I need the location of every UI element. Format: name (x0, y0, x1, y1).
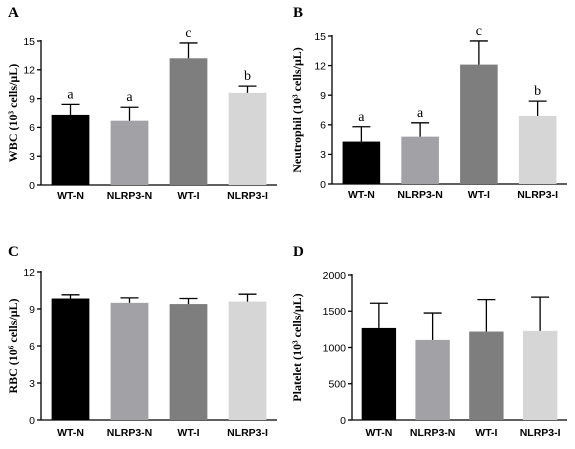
category-label-d-4: NLRP3-I (520, 427, 561, 439)
bar-c-1 (51, 298, 90, 420)
significance-letter-b-2: a (417, 106, 424, 121)
category-label-c-3: WT-I (177, 427, 199, 439)
bar-d-3 (469, 331, 504, 420)
panel-letter-b: B (293, 5, 303, 21)
significance-letter-b-1: a (358, 110, 365, 125)
panel-c: C RBC (10⁶ cells/μL) 0 3 6 9 12 WT-N NLRP3-N WT-I… (6, 244, 277, 439)
panel-d: D Platelet (10³ cells/μL) 0 500 1000 1500 2000… (290, 244, 567, 439)
panel-letter-d: D (293, 244, 304, 260)
y-tick-label-d: 1500 (323, 306, 347, 318)
y-axis-label-c: RBC (10⁶ cells/μL) (6, 298, 20, 393)
category-label-d-1: WT-N (365, 427, 392, 439)
y-tick-label-a: 6 (29, 122, 35, 134)
category-label-a-3: WT-I (177, 190, 199, 202)
panel-letter-c: C (8, 244, 19, 260)
y-tick-label-a: 9 (29, 93, 35, 105)
bar-d-2 (415, 339, 450, 420)
y-tick-label-c: 6 (29, 341, 35, 353)
y-tick-label-d: 0 (340, 415, 346, 427)
category-label-c-1: WT-N (57, 427, 84, 439)
category-label-d-2: NLRP3-N (410, 427, 456, 439)
category-label-b-2: NLRP3-N (397, 189, 443, 201)
bar-b-3 (460, 64, 498, 184)
category-label-c-2: NLRP3-N (107, 427, 153, 439)
y-tick-label-b: 6 (320, 120, 326, 132)
category-label-c-4: NLRP3-I (227, 427, 268, 439)
y-tick-label-b: 12 (314, 60, 326, 72)
bar-c-3 (169, 304, 208, 420)
bar-a-2 (110, 120, 149, 185)
bar-b-4 (518, 115, 557, 184)
y-tick-label-a: 15 (23, 36, 35, 48)
y-tick-label-d: 1000 (323, 342, 347, 354)
category-label-a-4: NLRP3-I (227, 190, 268, 202)
bar-b-1 (342, 141, 381, 184)
y-axis-label-d: Platelet (10³ cells/μL) (290, 293, 304, 401)
bar-c-2 (110, 302, 149, 420)
category-label-a-2: NLRP3-N (107, 190, 153, 202)
y-axis-label-a: WBC (10³ cells/μL) (6, 64, 20, 162)
y-tick-label-a: 0 (29, 180, 35, 192)
category-label-a-1: WT-N (57, 190, 84, 202)
y-tick-label-c: 12 (23, 267, 35, 279)
significance-letter-b-4: b (534, 84, 541, 99)
y-tick-label-c: 0 (29, 415, 35, 427)
y-tick-label-b: 3 (320, 149, 326, 161)
y-tick-label-c: 9 (29, 304, 35, 316)
y-tick-label-d: 500 (328, 379, 346, 391)
bar-a-3 (169, 58, 208, 185)
bar-a-4 (228, 92, 267, 185)
significance-letter-a-1: a (67, 87, 74, 102)
category-label-b-1: WT-N (348, 189, 375, 201)
y-axis-label-b: Neutrophil (10³ cells/μL) (290, 47, 304, 173)
bar-a-1 (51, 114, 90, 185)
category-label-b-3: WT-I (468, 189, 490, 201)
y-tick-label-c: 3 (29, 378, 35, 390)
y-tick-label-b: 15 (314, 31, 326, 43)
bar-b-2 (401, 136, 439, 184)
bar-c-4 (228, 301, 267, 420)
panel-a: A WBC (10³ cells/μL) 0 3 6 9 12 15 a WT-N a NLRP3-N… (6, 5, 277, 202)
significance-letter-a-2: a (126, 90, 133, 105)
y-tick-label-d: 2000 (323, 270, 347, 282)
y-tick-label-a: 3 (29, 151, 35, 163)
y-tick-label-b: 0 (320, 179, 326, 191)
category-label-d-3: WT-I (475, 427, 497, 439)
bar-d-1 (361, 327, 397, 420)
panel-letter-a: A (8, 5, 19, 21)
y-tick-label-b: 9 (320, 90, 326, 102)
panel-b: B Neutrophil (10³ cells/μL) 0 3 6 9 12 15 a WT-N a… (290, 5, 567, 201)
bar-d-4 (522, 330, 558, 420)
significance-letter-a-4: b (244, 69, 251, 84)
category-label-b-4: NLRP3-I (517, 189, 558, 201)
y-tick-label-a: 12 (23, 65, 35, 77)
significance-letter-a-3: c (185, 26, 191, 41)
significance-letter-b-3: c (476, 24, 482, 39)
